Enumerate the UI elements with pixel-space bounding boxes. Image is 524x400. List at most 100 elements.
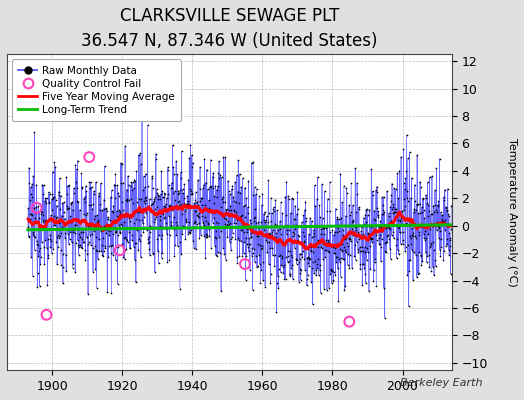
Point (294, 233, 303, 240)
Point (70, 185, 78, 191)
Point (64, 230, 72, 237)
Point (119, 235, 128, 241)
Point (246, 234, 255, 240)
Point (182, 218, 191, 224)
Point (277, 231, 286, 237)
Point (316, 290, 325, 296)
Point (366, 266, 375, 272)
Point (363, 245, 372, 251)
Point (202, 218, 211, 224)
Point (138, 103, 146, 109)
Point (385, 225, 393, 231)
Point (269, 227, 277, 233)
Point (395, 251, 403, 258)
Point (376, 241, 384, 247)
Point (204, 220, 212, 226)
Point (392, 209, 400, 216)
Point (241, 202, 249, 208)
Point (320, 230, 328, 237)
Point (84, 291, 92, 297)
Point (302, 223, 311, 229)
Point (393, 170, 401, 177)
Point (292, 260, 301, 267)
Point (367, 236, 376, 242)
Point (31, 204, 40, 210)
Point (59, 280, 67, 286)
Point (113, 208, 121, 214)
Point (166, 203, 174, 210)
Point (437, 244, 445, 250)
Point (142, 197, 150, 203)
Point (99, 253, 107, 259)
Point (104, 226, 112, 233)
Point (334, 216, 343, 222)
Point (318, 181, 326, 188)
Point (194, 177, 202, 183)
Point (315, 223, 323, 229)
Point (215, 250, 224, 256)
Point (52, 215, 60, 222)
Point (132, 216, 140, 223)
Point (73, 157, 82, 164)
Point (292, 256, 300, 262)
Point (90, 190, 98, 197)
Point (36, 283, 44, 290)
Point (119, 219, 128, 226)
Point (341, 236, 349, 242)
Point (115, 207, 124, 214)
Point (370, 207, 378, 214)
Point (93, 218, 102, 225)
Point (151, 269, 159, 275)
Point (280, 240, 289, 247)
Point (193, 202, 202, 208)
Point (37, 208, 46, 214)
Point (114, 244, 122, 250)
Point (394, 195, 402, 202)
Point (309, 249, 318, 255)
Point (188, 164, 196, 170)
Point (154, 248, 162, 254)
Point (444, 246, 453, 253)
Point (188, 191, 196, 198)
Point (402, 220, 410, 226)
Point (300, 238, 309, 245)
Point (407, 240, 416, 247)
Point (43, 282, 52, 288)
Point (358, 282, 366, 288)
Point (383, 233, 391, 240)
Point (239, 220, 247, 226)
Point (387, 197, 395, 204)
Point (178, 231, 187, 237)
Point (55, 234, 63, 241)
Point (375, 241, 384, 247)
Point (357, 233, 366, 240)
Point (208, 209, 216, 215)
Point (82, 234, 91, 240)
Point (242, 276, 250, 283)
Point (61, 235, 69, 241)
Point (422, 195, 430, 201)
Point (175, 198, 183, 205)
Point (130, 176, 139, 183)
Point (345, 252, 354, 258)
Point (433, 227, 441, 234)
Point (446, 242, 454, 249)
Point (132, 168, 140, 174)
Point (49, 195, 58, 202)
Point (158, 250, 167, 256)
Point (299, 248, 307, 254)
Point (176, 187, 184, 194)
Point (395, 168, 403, 174)
Point (150, 219, 158, 225)
Point (351, 224, 359, 230)
Point (279, 224, 287, 230)
Point (232, 209, 241, 216)
Point (258, 202, 266, 208)
Point (185, 230, 194, 236)
Point (323, 196, 332, 202)
Point (341, 282, 350, 289)
Point (381, 239, 390, 245)
Point (436, 209, 445, 216)
Point (157, 255, 166, 261)
Point (207, 245, 215, 251)
